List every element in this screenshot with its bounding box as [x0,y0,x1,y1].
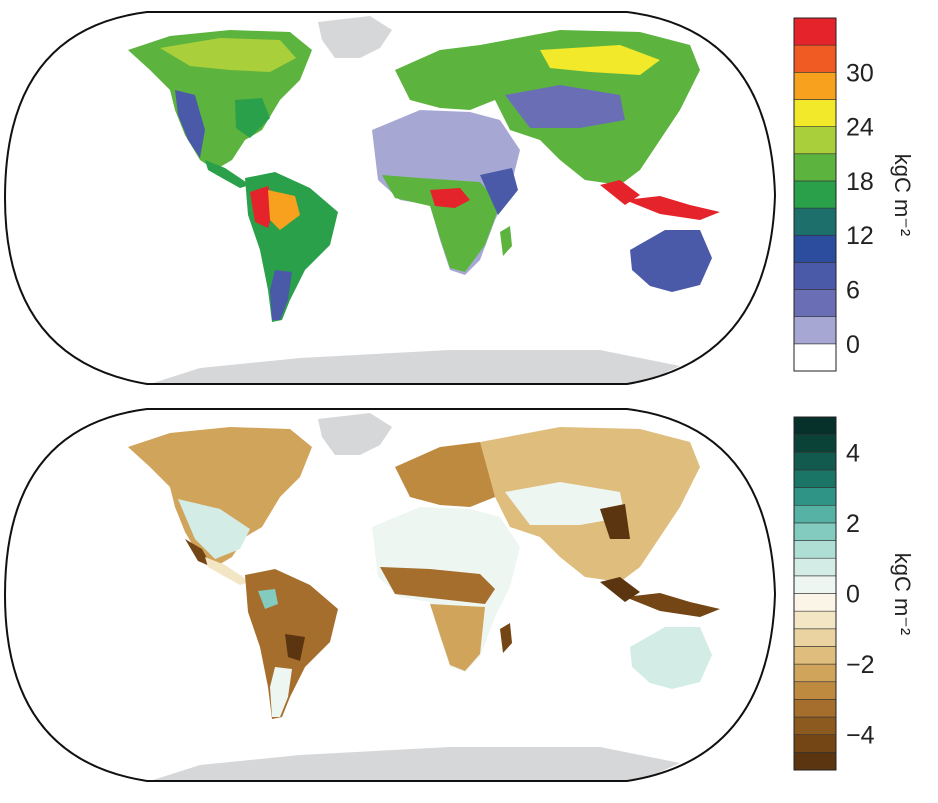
north-america-land [128,427,312,567]
north-america-west [175,90,205,158]
antarctica-ice [150,350,680,384]
colorbar-band [793,126,837,155]
colorbar-tick-label: 0 [846,581,860,609]
colorbar-band [793,153,837,182]
colorbar-band [793,557,837,577]
madagascar-land [500,226,512,256]
colorbar-band [793,575,837,594]
southeast-asia-red [600,180,640,205]
colorbar-band [793,262,837,290]
colorbar-band [793,234,837,263]
colorbar-band [793,522,837,541]
africa-south [430,604,485,671]
colorbar-tick-label: 2 [846,510,860,538]
bottom-map-land [128,413,720,781]
greenland-ice [318,413,392,455]
colorbar-band [793,540,837,559]
colorbar-band [793,504,837,524]
colorbar-band [793,734,837,753]
colorbar-band [793,416,837,435]
north-america-west-dark [185,539,212,567]
colorbar-band [793,316,837,345]
australia-land [630,230,712,292]
congo-hotspot [430,188,470,208]
bottom-map-svg: −4 −2 0 2 4 kgC m⁻² [3,408,915,782]
colorbar-tick-label: 24 [846,114,874,142]
colorbar-tick-label: 6 [846,277,860,305]
siberia-yellow [540,45,660,75]
colorbar-band [793,180,837,209]
central-america-land [205,557,250,585]
colorbar-tick-label: 0 [846,331,860,359]
bottom-colorbar-unit: kgC m⁻² [890,553,915,636]
colorbar-band [793,17,837,46]
central-america-land [205,160,250,188]
colorbar-tick-label: 18 [846,168,874,196]
colorbar-band [793,628,837,647]
colorbar-band [793,434,837,453]
colorbar-band [793,451,837,471]
africa-central [382,175,500,272]
central-asia-blue [505,85,625,128]
colorbar-frame [793,416,837,771]
south-america-dark [285,634,305,661]
indonesia-land [625,593,720,617]
colorbar-band [793,699,837,718]
top-map-svg: 0 6 12 18 24 30 kgC m⁻² [3,11,915,385]
antarctica-ice [150,747,680,781]
southeast-asia-dark [600,577,640,602]
colorbar-band [793,207,837,236]
colorbar-tick-label: 12 [846,222,874,250]
colorbar-band [793,663,837,683]
colorbar-band [793,289,837,317]
colorbar-band [793,44,837,73]
colorbar-band [793,610,837,630]
europe-land [395,442,500,507]
north-america-east [178,499,250,559]
indonesia-land [625,196,720,220]
amazon-teal [258,589,278,609]
top-colorbar-unit: kgC m⁻² [890,154,915,237]
east-asia-dark [600,504,630,539]
north-america-east [235,98,270,138]
madagascar-land [500,623,512,653]
colorbar-tick-label: −2 [846,651,875,679]
europe-land [395,45,500,110]
top-map-outline [3,11,777,385]
top-colorbar: 0 6 12 18 24 30 [793,17,874,372]
bottom-colorbar: −4 −2 0 2 4 [793,416,875,771]
colorbar-band [793,72,837,100]
africa-east [480,168,518,215]
australia-land [630,627,712,689]
central-asia-pale [505,482,625,525]
colorbar-band [793,99,837,127]
bottom-map-panel: −4 −2 0 2 4 kgC m⁻² [0,399,938,798]
colorbar-frame [793,17,837,372]
colorbar-band [793,469,837,488]
north-america-north [160,38,296,72]
colorbar-band [793,487,837,506]
south-america-south [270,667,292,717]
colorbar-band [793,646,837,665]
greenland-ice [318,16,392,58]
colorbar-band [793,752,837,771]
top-map-land [128,16,720,384]
colorbar-tick-label: 4 [846,439,860,467]
colorbar-band [793,716,837,735]
colorbar-band [793,343,837,372]
colorbar-band [793,681,837,700]
colorbar-band [793,593,837,612]
colorbar-tick-label: −4 [846,722,875,750]
amazon-orange [268,190,300,230]
bottom-map-outline [3,408,777,782]
top-map-panel: 0 6 12 18 24 30 kgC m⁻² [0,0,938,399]
colorbar-tick-label: 30 [846,59,874,87]
south-america-south [270,270,292,320]
africa-sahel [380,567,495,604]
